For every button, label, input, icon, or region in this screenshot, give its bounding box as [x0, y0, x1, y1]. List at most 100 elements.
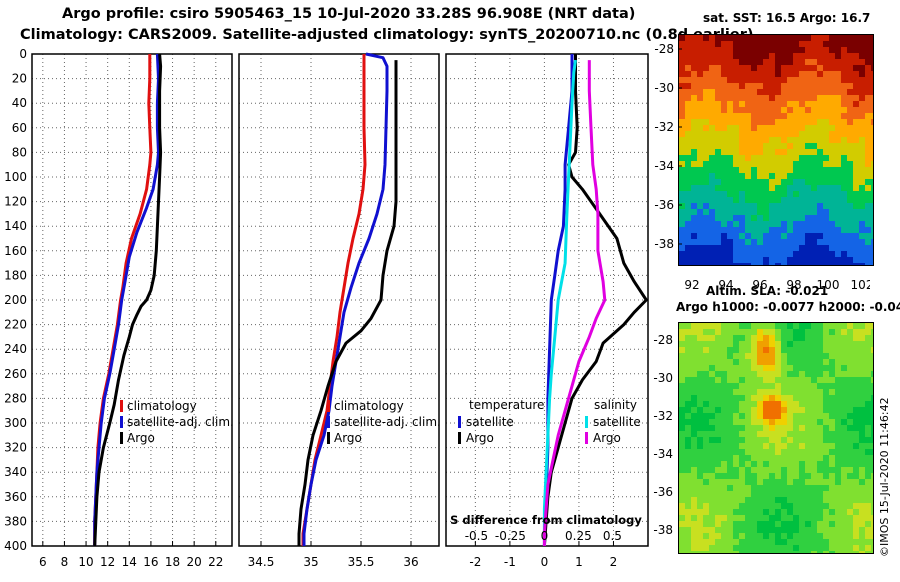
sst-map-cell: [799, 167, 805, 173]
sst-map-cell: [853, 155, 859, 161]
sst-map-cell: [823, 107, 829, 113]
sla-map-cell: [739, 413, 745, 419]
sla-map-cell: [679, 461, 685, 467]
sst-map-cell: [709, 95, 715, 101]
sst-map-cell: [775, 149, 781, 155]
sla-map-cell: [691, 539, 697, 545]
sst-map-cell: [721, 101, 727, 107]
sla-map-cell: [715, 497, 721, 503]
sst-map-cell: [721, 251, 727, 257]
sla-map-cell: [703, 533, 709, 539]
sst-map-cell: [805, 233, 811, 239]
sla-map-cell: [727, 431, 733, 437]
sst-map-cell: [811, 119, 817, 125]
sla-map-cell: [709, 407, 715, 413]
sla-map-cell: [745, 437, 751, 443]
sst-map-cell: [787, 257, 793, 263]
sla-map-cell: [709, 395, 715, 401]
sst-map-cell: [793, 245, 799, 251]
sst-map-cell: [751, 83, 757, 89]
sst-map-cell: [715, 245, 721, 251]
sla-map-cell: [865, 413, 871, 419]
sst-map-cell: [805, 185, 811, 191]
sst-map-cell: [835, 131, 841, 137]
sla-map-cell: [829, 497, 835, 503]
sla-map-cell: [805, 479, 811, 485]
sst-map-cell: [709, 161, 715, 167]
x-tick-label: -2: [469, 555, 481, 569]
sla-map-cell: [799, 467, 805, 473]
sla-map-cell: [871, 347, 873, 353]
sst-map-cell: [709, 125, 715, 131]
sla-map-cell: [781, 515, 787, 521]
sla-map-cell: [733, 509, 739, 515]
sst-map-cell: [697, 137, 703, 143]
sst-map-cell: [781, 107, 787, 113]
sla-map-cell: [841, 521, 847, 527]
sla-map-cell: [745, 551, 751, 553]
x-tick-label: 18: [165, 555, 180, 569]
sla-map-cell: [823, 413, 829, 419]
sst-map-cell: [691, 113, 697, 119]
sst-map-cell: [679, 221, 685, 227]
sla-map-cell: [685, 335, 691, 341]
sst-map-cell: [853, 47, 859, 53]
sst-map-cell: [721, 113, 727, 119]
sst-map-cell: [805, 113, 811, 119]
sst-map-cell: [859, 173, 865, 179]
sla-map-cell: [685, 455, 691, 461]
sla-map-cell: [769, 323, 775, 329]
sst-map-cell: [793, 197, 799, 203]
sla-map-cell: [751, 461, 757, 467]
sla-map-cell: [859, 395, 865, 401]
sst-map-cell: [727, 107, 733, 113]
sla-map-cell: [715, 521, 721, 527]
sst-map-cell: [703, 215, 709, 221]
sst-map-cell: [805, 239, 811, 245]
sla-map-cell: [871, 497, 873, 503]
sst-map-cell: [859, 167, 865, 173]
sla-map-cell: [841, 395, 847, 401]
sst-map-cell: [721, 53, 727, 59]
sla-map-cell: [775, 401, 781, 407]
sst-map-cell: [799, 215, 805, 221]
sst-map-cell: [793, 101, 799, 107]
y-tick-label: 400: [4, 539, 27, 553]
sst-map-cell: [787, 95, 793, 101]
sla-map-cell: [823, 527, 829, 533]
sla-map-cell: [847, 467, 853, 473]
sla-map-cell: [865, 551, 871, 553]
sla-map-cell: [787, 377, 793, 383]
sst-map-cell: [709, 257, 715, 263]
sst-map-cell: [697, 143, 703, 149]
sla-map-cell: [745, 539, 751, 545]
legend-label: climatology: [334, 399, 404, 413]
sst-map-cell: [811, 239, 817, 245]
sla-map-cell: [763, 527, 769, 533]
sst-map-cell: [781, 71, 787, 77]
sla-map-cell: [871, 359, 873, 365]
sla-map-cell: [787, 545, 793, 551]
sla-map-cell: [679, 401, 685, 407]
sst-map-cell: [775, 59, 781, 65]
sla-map-cell: [709, 341, 715, 347]
sst-map-cell: [817, 179, 823, 185]
sst-map-cell: [745, 41, 751, 47]
sst-map-cell: [751, 173, 757, 179]
y-tick-label: 100: [4, 170, 27, 184]
sst-map-cell: [697, 227, 703, 233]
sla-map-cell: [871, 443, 873, 449]
sst-map-cell: [775, 41, 781, 47]
sla-lat-label: -30: [653, 371, 673, 385]
sla-map-cell: [691, 323, 697, 329]
sla-map-cell: [691, 353, 697, 359]
sst-map-cell: [847, 89, 853, 95]
sst-map-cell: [841, 179, 847, 185]
sla-map-cell: [799, 545, 805, 551]
sla-map-cell: [781, 329, 787, 335]
sla-map-cell: [769, 371, 775, 377]
sst-map-cell: [793, 59, 799, 65]
sst-map-cell: [763, 227, 769, 233]
sst-map-cell: [799, 137, 805, 143]
sla-map-cell: [841, 365, 847, 371]
